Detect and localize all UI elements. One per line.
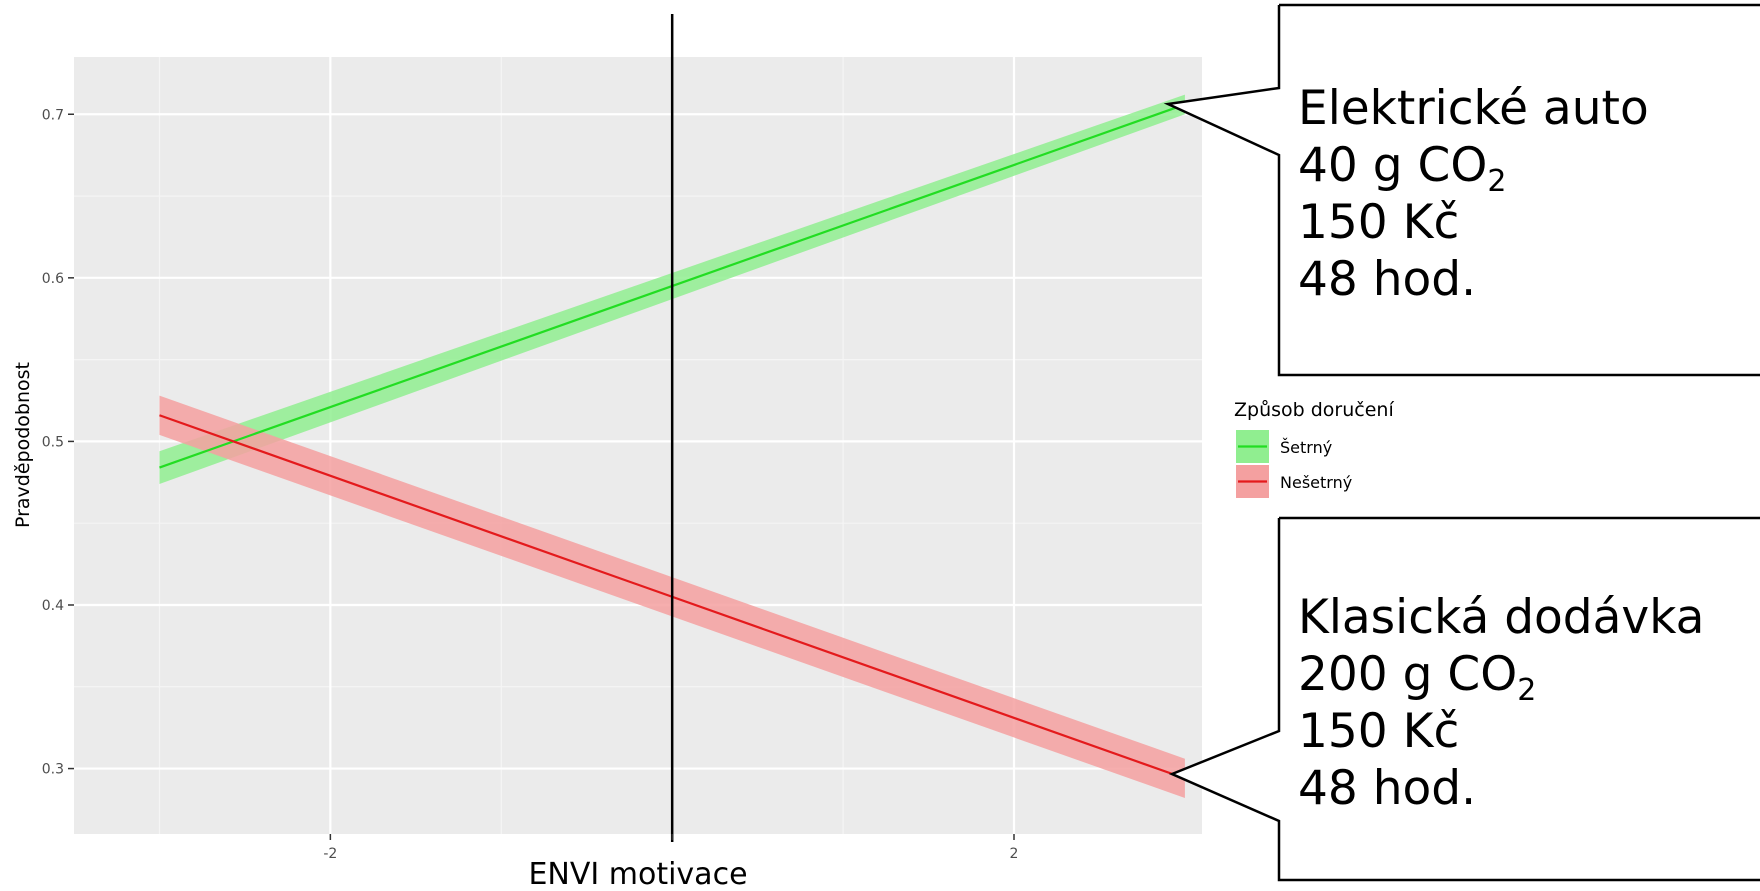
callout-bottom-text: Klasická dodávka 200 g CO2 150 Kč 48 hod… [1298,589,1704,817]
y-axis: 0.3 0.4 0.5 0.6 0.7 [42,107,74,778]
callout-top-box [1163,3,1760,377]
legend-label-1: Nešetrný [1280,473,1352,492]
callout-top-emissions: 40 g CO2 [1298,138,1507,199]
callout-top-vehicle: Elektrické auto [1298,81,1649,136]
callout-bottom-box [1168,516,1760,882]
callout-top-price: 150 Kč [1298,195,1460,250]
x-tick-label: 2 [1010,846,1019,862]
y-tick-label: 0.5 [42,434,64,450]
y-axis-label: Pravděpodobnost [12,362,34,528]
y-tick-label: 0.4 [42,598,64,614]
callout-top-time: 48 hod. [1298,252,1477,307]
x-axis: -2 2 [323,834,1018,862]
callout-bottom-vehicle: Klasická dodávka [1298,590,1705,645]
callout-bottom-price: 150 Kč [1298,704,1460,759]
y-tick-label: 0.7 [42,107,64,123]
legend-title: Způsob doručení [1234,399,1394,421]
legend: Způsob doručení Šetrný Nešetrný [1234,399,1394,498]
y-tick-label: 0.3 [42,762,64,778]
callout-top-text: Elektrické auto 40 g CO2 150 Kč 48 hod. [1298,80,1649,308]
x-tick-label: -2 [323,846,337,862]
y-tick-label: 0.6 [42,271,64,287]
x-axis-label: ENVI motivace [528,857,747,891]
callout-bottom-time: 48 hod. [1298,761,1477,816]
callout-bottom-emissions: 200 g CO2 [1298,647,1537,708]
legend-label-0: Šetrný [1280,438,1332,457]
